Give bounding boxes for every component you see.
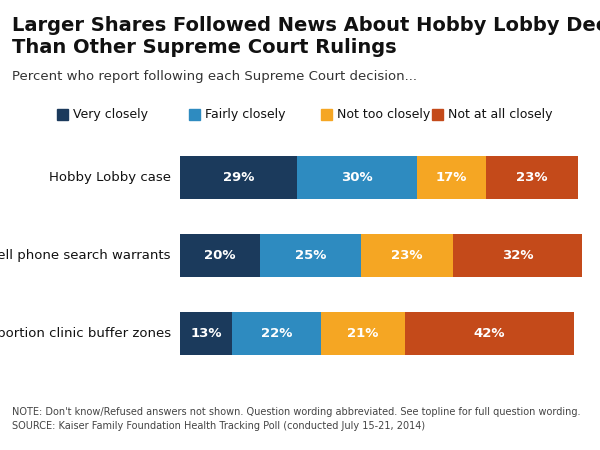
Text: Fairly closely: Fairly closely xyxy=(205,108,285,121)
Text: Very closely: Very closely xyxy=(73,108,148,121)
Text: 29%: 29% xyxy=(223,171,254,184)
Bar xyxy=(361,234,454,277)
Text: Abortion clinic buffer zones: Abortion clinic buffer zones xyxy=(0,328,171,340)
Bar xyxy=(321,312,405,356)
Text: 17%: 17% xyxy=(436,171,467,184)
Text: Hobby Lobby case: Hobby Lobby case xyxy=(49,171,171,184)
Bar xyxy=(180,157,296,199)
Bar xyxy=(296,157,417,199)
Text: FOUNDATION: FOUNDATION xyxy=(504,436,561,445)
Text: KAISER: KAISER xyxy=(507,415,558,428)
Text: THE HENRY J.: THE HENRY J. xyxy=(512,410,553,414)
Text: 21%: 21% xyxy=(347,328,379,340)
Text: 42%: 42% xyxy=(474,328,505,340)
Text: 13%: 13% xyxy=(190,328,222,340)
Text: SOURCE: Kaiser Family Foundation Health Tracking Poll (conducted July 15-21, 201: SOURCE: Kaiser Family Foundation Health … xyxy=(12,421,425,431)
Text: 20%: 20% xyxy=(205,249,236,262)
Bar xyxy=(485,157,578,199)
Text: 23%: 23% xyxy=(391,249,423,262)
Text: Cell phone search warrants: Cell phone search warrants xyxy=(0,249,171,262)
Bar xyxy=(180,312,232,356)
Text: Not at all closely: Not at all closely xyxy=(448,108,552,121)
Text: Not too closely: Not too closely xyxy=(337,108,430,121)
Text: 25%: 25% xyxy=(295,249,326,262)
Bar xyxy=(180,234,260,277)
Text: Larger Shares Followed News About Hobby Lobby Decision: Larger Shares Followed News About Hobby … xyxy=(12,16,600,35)
Bar xyxy=(417,157,485,199)
Text: 32%: 32% xyxy=(502,249,533,262)
Text: Percent who report following each Supreme Court decision...: Percent who report following each Suprem… xyxy=(12,70,417,83)
Bar xyxy=(232,312,320,356)
Bar xyxy=(405,312,574,356)
Text: 22%: 22% xyxy=(261,328,292,340)
Text: NOTE: Don't know/Refused answers not shown. Question wording abbreviated. See to: NOTE: Don't know/Refused answers not sho… xyxy=(12,407,581,417)
Text: Than Other Supreme Court Rulings: Than Other Supreme Court Rulings xyxy=(12,38,397,57)
Text: 30%: 30% xyxy=(341,171,373,184)
Bar xyxy=(454,234,582,277)
Bar xyxy=(260,234,361,277)
Text: 23%: 23% xyxy=(516,171,548,184)
Text: FAMILY: FAMILY xyxy=(508,424,557,437)
